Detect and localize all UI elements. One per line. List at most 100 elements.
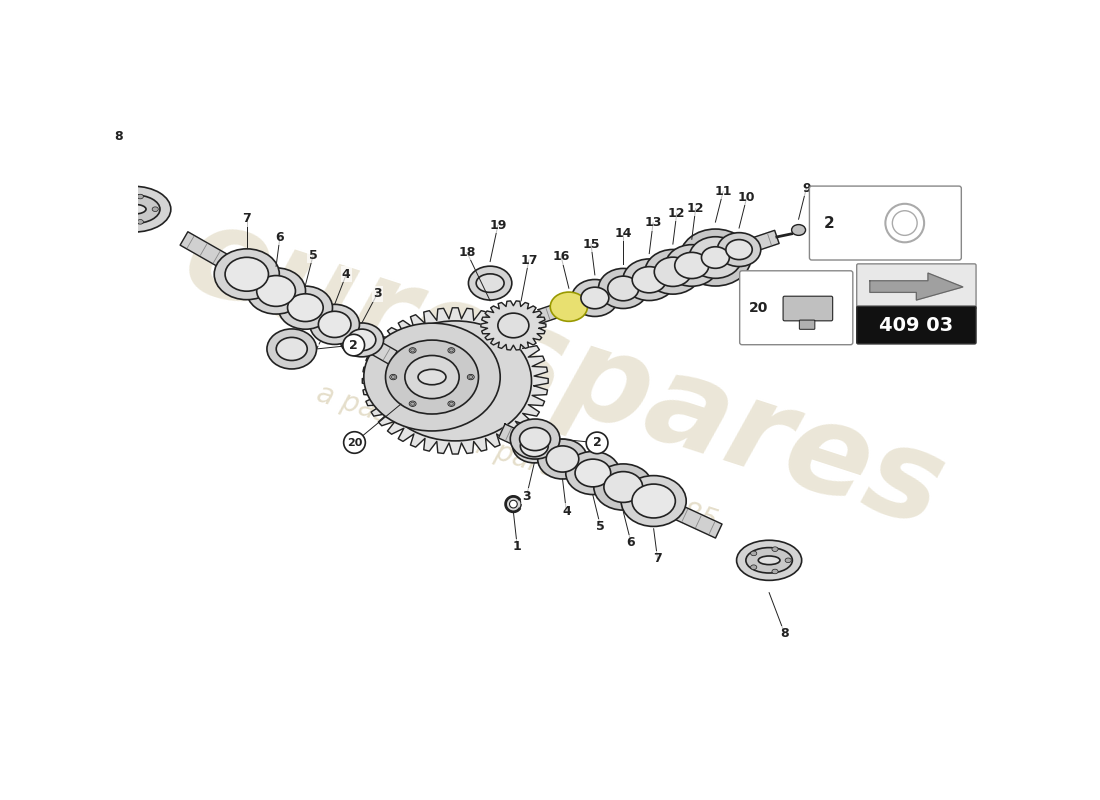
Ellipse shape <box>758 556 780 565</box>
Ellipse shape <box>318 311 351 338</box>
Polygon shape <box>870 273 962 300</box>
Ellipse shape <box>538 439 587 479</box>
Ellipse shape <box>385 340 478 414</box>
Ellipse shape <box>772 569 778 574</box>
Circle shape <box>586 432 608 454</box>
Ellipse shape <box>450 349 453 352</box>
Ellipse shape <box>666 245 718 286</box>
Ellipse shape <box>364 323 500 431</box>
Ellipse shape <box>513 429 556 463</box>
Ellipse shape <box>772 547 778 551</box>
Text: 9: 9 <box>802 182 811 195</box>
Text: 5: 5 <box>309 249 318 262</box>
Text: 19: 19 <box>490 219 507 232</box>
Text: 13: 13 <box>645 216 662 230</box>
Text: 1: 1 <box>513 540 521 553</box>
Ellipse shape <box>410 349 415 352</box>
Ellipse shape <box>631 484 675 518</box>
FancyBboxPatch shape <box>800 320 815 330</box>
FancyBboxPatch shape <box>857 264 976 310</box>
Circle shape <box>343 432 365 454</box>
Ellipse shape <box>750 551 757 556</box>
Ellipse shape <box>340 323 384 357</box>
Ellipse shape <box>726 239 752 260</box>
FancyBboxPatch shape <box>857 306 976 344</box>
Text: 12: 12 <box>668 206 685 220</box>
Ellipse shape <box>287 294 323 322</box>
Ellipse shape <box>886 204 924 242</box>
Text: 12: 12 <box>686 202 704 215</box>
Polygon shape <box>180 232 397 365</box>
Text: 17: 17 <box>520 254 538 266</box>
Ellipse shape <box>604 472 642 502</box>
Polygon shape <box>362 308 548 454</box>
Ellipse shape <box>737 540 802 580</box>
Ellipse shape <box>379 321 531 441</box>
Ellipse shape <box>138 219 143 224</box>
Ellipse shape <box>623 259 675 301</box>
FancyBboxPatch shape <box>783 296 833 321</box>
Text: 5: 5 <box>596 520 605 534</box>
Text: 4: 4 <box>562 505 571 518</box>
Ellipse shape <box>792 225 805 235</box>
Ellipse shape <box>468 374 474 380</box>
Ellipse shape <box>138 194 143 199</box>
Polygon shape <box>481 301 546 350</box>
Ellipse shape <box>892 210 917 235</box>
Text: 3: 3 <box>373 287 382 300</box>
Ellipse shape <box>409 348 416 353</box>
Text: 4: 4 <box>342 268 351 281</box>
Text: a passion for parts since 1985: a passion for parts since 1985 <box>314 380 722 536</box>
Ellipse shape <box>520 435 548 457</box>
Ellipse shape <box>702 246 729 268</box>
FancyBboxPatch shape <box>810 186 961 260</box>
Ellipse shape <box>310 304 360 345</box>
Text: 8: 8 <box>780 627 789 640</box>
Text: 18: 18 <box>459 246 475 259</box>
Ellipse shape <box>674 252 708 278</box>
Ellipse shape <box>680 229 751 286</box>
Ellipse shape <box>256 275 296 306</box>
Text: 14: 14 <box>615 226 632 239</box>
Ellipse shape <box>547 446 579 472</box>
Ellipse shape <box>750 565 757 570</box>
Polygon shape <box>498 424 722 538</box>
Ellipse shape <box>550 292 587 322</box>
Ellipse shape <box>113 214 119 219</box>
Ellipse shape <box>410 402 415 406</box>
Text: 2: 2 <box>593 436 602 450</box>
Ellipse shape <box>469 375 473 378</box>
Text: 2: 2 <box>350 338 359 351</box>
Ellipse shape <box>645 250 701 294</box>
Text: 16: 16 <box>552 250 570 263</box>
Ellipse shape <box>392 375 395 378</box>
Ellipse shape <box>246 268 306 314</box>
Text: 7: 7 <box>653 552 662 566</box>
Text: 6: 6 <box>627 536 636 549</box>
Ellipse shape <box>572 279 618 317</box>
Polygon shape <box>538 230 779 322</box>
FancyBboxPatch shape <box>739 270 852 345</box>
Ellipse shape <box>607 276 639 301</box>
Text: 7: 7 <box>242 212 251 226</box>
Circle shape <box>509 500 517 508</box>
Ellipse shape <box>654 257 692 286</box>
Ellipse shape <box>519 427 551 450</box>
Circle shape <box>343 334 364 356</box>
Ellipse shape <box>598 269 648 309</box>
Ellipse shape <box>214 249 279 300</box>
Ellipse shape <box>405 355 459 398</box>
Ellipse shape <box>113 199 119 204</box>
Ellipse shape <box>476 274 504 292</box>
Text: 8: 8 <box>113 130 122 142</box>
Ellipse shape <box>621 476 686 526</box>
Ellipse shape <box>418 370 446 385</box>
Ellipse shape <box>108 194 159 223</box>
Ellipse shape <box>152 207 158 211</box>
Ellipse shape <box>409 401 416 406</box>
Text: 3: 3 <box>522 490 531 502</box>
Ellipse shape <box>226 258 268 291</box>
Text: 409 03: 409 03 <box>879 316 954 335</box>
Text: 20: 20 <box>346 438 362 447</box>
Ellipse shape <box>746 548 792 573</box>
